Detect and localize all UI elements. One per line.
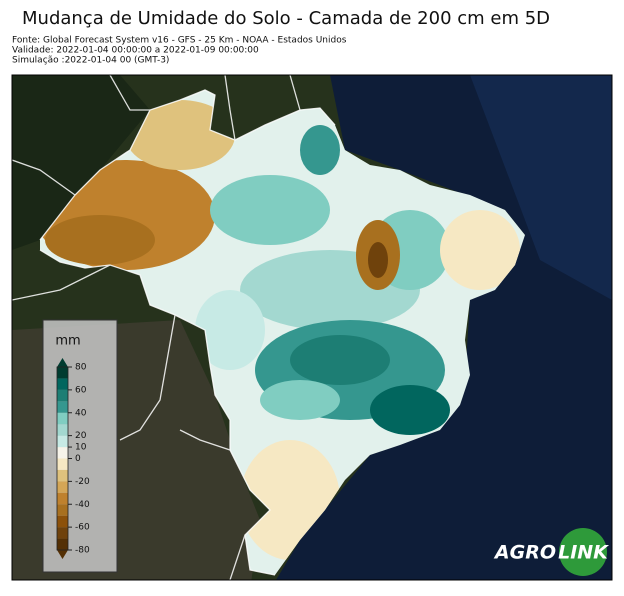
- colorbar-band: [57, 378, 68, 390]
- colorbar-band: [57, 447, 68, 459]
- colorbar-tick-label: 20: [75, 431, 87, 441]
- colorbar-band: [57, 515, 68, 528]
- map: [12, 75, 612, 580]
- colorbar-band: [57, 481, 68, 493]
- colorbar-band: [57, 424, 68, 436]
- colorbar: 80 60 40 20 100 -20 -40 -60 -80: [56, 358, 90, 559]
- validity: Validade: 2022-01-04 00:00:00 a 2022-01-…: [12, 46, 259, 56]
- colorbar-tick-label: 0: [75, 454, 81, 464]
- colorbar-band: [57, 367, 68, 379]
- colorbar-band: [57, 527, 68, 539]
- source: Fonte: Global Forecast System v16 - GFS …: [12, 36, 347, 46]
- colorbar-band: [57, 492, 68, 505]
- logo-right: LINK: [558, 542, 609, 564]
- colorbar-arrow-bottom: [57, 550, 68, 559]
- colorbar-tick-label: -40: [75, 500, 90, 510]
- simulation: Simulação :2022-01-04 00 (GMT-3): [12, 56, 169, 66]
- colorbar-tick-label: -20: [75, 477, 90, 487]
- colorbar-band: [57, 469, 68, 482]
- colorbar-band: [57, 389, 68, 402]
- colorbar-band: [57, 504, 68, 516]
- colorbar-band: [57, 458, 68, 470]
- colorbar-tick-label: -60: [75, 523, 90, 533]
- colorbar-tick-label: 10: [75, 443, 87, 453]
- legend-box: [42, 319, 118, 573]
- colorbar-band: [57, 435, 68, 448]
- colorbar-band: [57, 401, 68, 413]
- map-frame: [11, 74, 613, 581]
- colorbar-band: [57, 412, 68, 425]
- colorbar-tick-label: 60: [75, 385, 87, 395]
- colorbar-tick-label: -80: [75, 546, 90, 556]
- colorbar-tick-label: 80: [75, 363, 87, 373]
- logo-circle: [559, 528, 607, 576]
- title: Mudança de Umidade do Solo - Camada de 2…: [22, 8, 550, 29]
- colorbar-tick-label: 40: [75, 408, 87, 418]
- legend-unit: mm: [55, 334, 80, 349]
- colorbar-band: [57, 538, 68, 550]
- colorbar-arrow-top: [57, 358, 68, 367]
- logo-left: AGRO: [493, 542, 556, 564]
